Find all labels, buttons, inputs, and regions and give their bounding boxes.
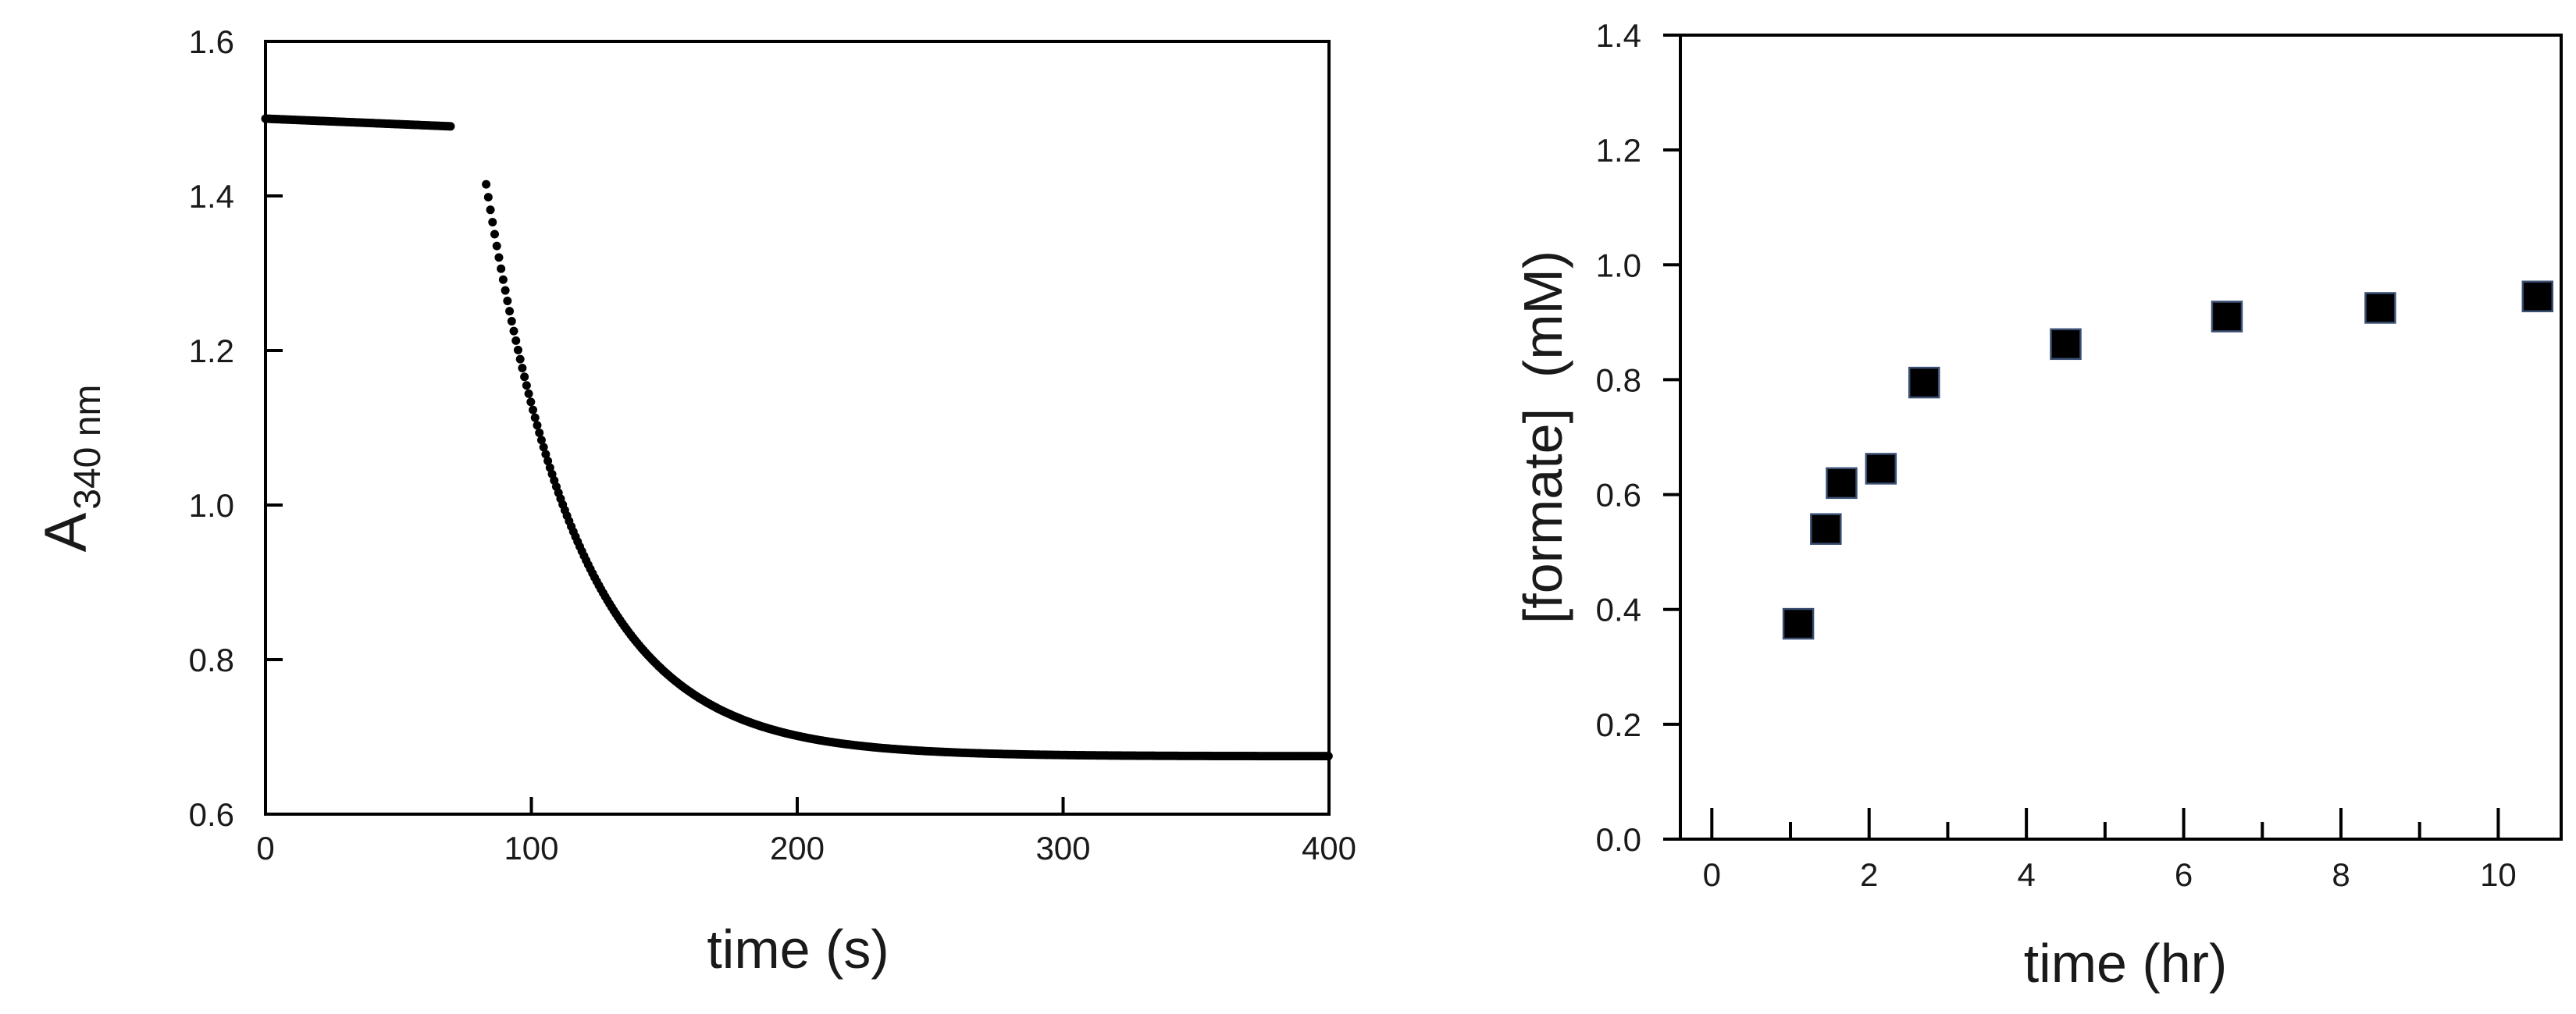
absorbance-series [261, 114, 1333, 761]
absorbance-chart: 0 100 200 300 400 0.6 0.8 1.0 1.2 1.4 1.6 time (s… [33, 23, 1356, 980]
absorbance-x-tick-label: 100 [504, 830, 558, 866]
absorbance-x-tick-labels: 0 100 200 300 400 [256, 830, 1356, 866]
formate-y-tick-label: 0.8 [1596, 361, 1641, 398]
formate-x-tick-labels: 0 2 4 6 8 10 [1703, 856, 2517, 893]
absorbance-data-point [498, 275, 508, 284]
formate-y-tick-labels: 0.0 0.2 0.4 0.6 0.8 1.0 1.2 1.4 [1596, 17, 1641, 858]
formate-y-tick-label: 0.4 [1596, 592, 1641, 628]
formate-x-axis-title: time (hr) [2024, 933, 2228, 994]
absorbance-x-tick-label: 300 [1035, 830, 1090, 866]
formate-y-axis-title: [formate] (mM) [1512, 251, 1573, 624]
formate-data-point [1826, 467, 1858, 500]
absorbance-data-point [541, 450, 550, 459]
absorbance-data-point [482, 180, 491, 189]
absorbance-data-point [503, 297, 512, 306]
formate-y-tick-label: 0.6 [1596, 477, 1641, 514]
formate-y-tick-label: 0.0 [1596, 821, 1641, 858]
absorbance-data-point [515, 354, 525, 364]
absorbance-ticks [264, 40, 1331, 816]
absorbance-y-tick-label: 0.8 [189, 642, 234, 678]
absorbance-data-point [526, 397, 536, 407]
absorbance-data-point [497, 264, 506, 273]
formate-data-point [2050, 328, 2082, 361]
absorbance-data-point [530, 413, 540, 422]
absorbance-data-point [545, 463, 554, 472]
formate-x-tick-label: 6 [2175, 856, 2193, 893]
absorbance-data-point [507, 317, 516, 326]
absorbance-data-point [490, 229, 500, 239]
absorbance-data-point [513, 345, 522, 354]
formate-data-point [2211, 301, 2243, 333]
formate-plot-frame [1679, 34, 2563, 841]
absorbance-plot-frame [264, 40, 1331, 816]
absorbance-data-point [543, 457, 553, 466]
absorbance-y-tick-label: 1.4 [189, 178, 234, 215]
formate-data-point [1865, 453, 1897, 485]
formate-data-point [1810, 513, 1842, 545]
formate-x-tick-label: 2 [1860, 856, 1878, 893]
formate-data-point [2364, 292, 2396, 324]
absorbance-data-point [492, 241, 501, 251]
formate-y-tick-label: 1.4 [1596, 17, 1641, 54]
absorbance-data-point [535, 428, 544, 437]
formate-y-tick-label: 0.2 [1596, 706, 1641, 743]
formate-ticks [1663, 34, 2500, 841]
absorbance-data-point [529, 405, 538, 414]
absorbance-data-point [509, 326, 518, 336]
formate-data-point [1782, 607, 1815, 640]
absorbance-y-axis-title: A340 nm [33, 385, 109, 553]
formate-y-tick-label: 1.0 [1596, 247, 1641, 283]
absorbance-data-point [536, 436, 546, 445]
absorbance-data-point [446, 122, 455, 131]
absorbance-data-point [494, 253, 504, 262]
absorbance-y-tick-label: 0.6 [189, 796, 234, 833]
absorbance-y-tick-labels: 0.6 0.8 1.0 1.2 1.4 1.6 [189, 23, 234, 833]
formate-x-tick-label: 0 [1703, 856, 1721, 893]
formate-y-tick-label: 1.2 [1596, 132, 1641, 169]
absorbance-x-axis-title: time (s) [707, 919, 889, 980]
absorbance-data-point [505, 307, 515, 316]
absorbance-y-axis-title-main: A [33, 512, 99, 552]
formate-chart: 0 2 4 6 8 10 0.0 0.2 0.4 0.6 0.8 1.0 1.2 1.4 time (h… [1512, 17, 2563, 994]
absorbance-data-point [518, 364, 527, 373]
absorbance-data-point [539, 443, 548, 452]
absorbance-x-tick-label: 400 [1302, 830, 1356, 866]
formate-x-tick-label: 8 [2332, 856, 2350, 893]
absorbance-y-tick-label: 1.2 [189, 333, 234, 369]
absorbance-data-point [533, 421, 542, 430]
absorbance-data-point [524, 389, 533, 398]
absorbance-y-tick-label: 1.0 [189, 487, 234, 524]
absorbance-x-tick-label: 0 [256, 830, 274, 866]
absorbance-data-point [483, 193, 493, 202]
formate-series [1782, 280, 2554, 640]
absorbance-data-point [501, 286, 510, 295]
absorbance-data-point [486, 205, 495, 215]
formate-x-tick-label: 10 [2480, 856, 2517, 893]
absorbance-data-point [522, 381, 531, 390]
absorbance-x-tick-label: 200 [770, 830, 825, 866]
formate-x-tick-label: 4 [2017, 856, 2035, 893]
formate-data-point [2521, 280, 2554, 312]
absorbance-data-point [511, 336, 521, 345]
absorbance-y-tick-label: 1.6 [189, 23, 234, 60]
absorbance-data-point [488, 218, 497, 227]
absorbance-y-axis-title-subscript: 340 nm [67, 385, 109, 510]
formate-data-point [1908, 366, 1940, 399]
absorbance-data-point [520, 372, 529, 382]
